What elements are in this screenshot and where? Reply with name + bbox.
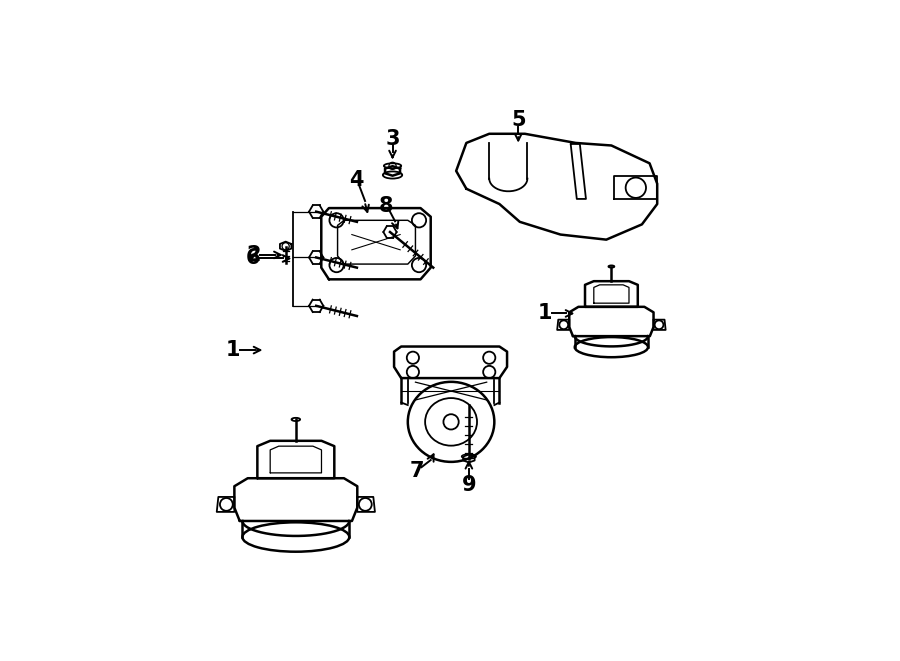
Text: 6: 6 xyxy=(246,249,260,268)
Text: 5: 5 xyxy=(511,110,526,130)
Text: 3: 3 xyxy=(385,129,400,149)
Text: 8: 8 xyxy=(379,196,393,215)
Text: 7: 7 xyxy=(410,461,424,481)
Text: 1: 1 xyxy=(537,303,552,323)
Text: 1: 1 xyxy=(226,340,240,360)
Text: 2: 2 xyxy=(247,245,261,265)
Text: 9: 9 xyxy=(462,475,476,496)
Text: 4: 4 xyxy=(348,170,363,190)
